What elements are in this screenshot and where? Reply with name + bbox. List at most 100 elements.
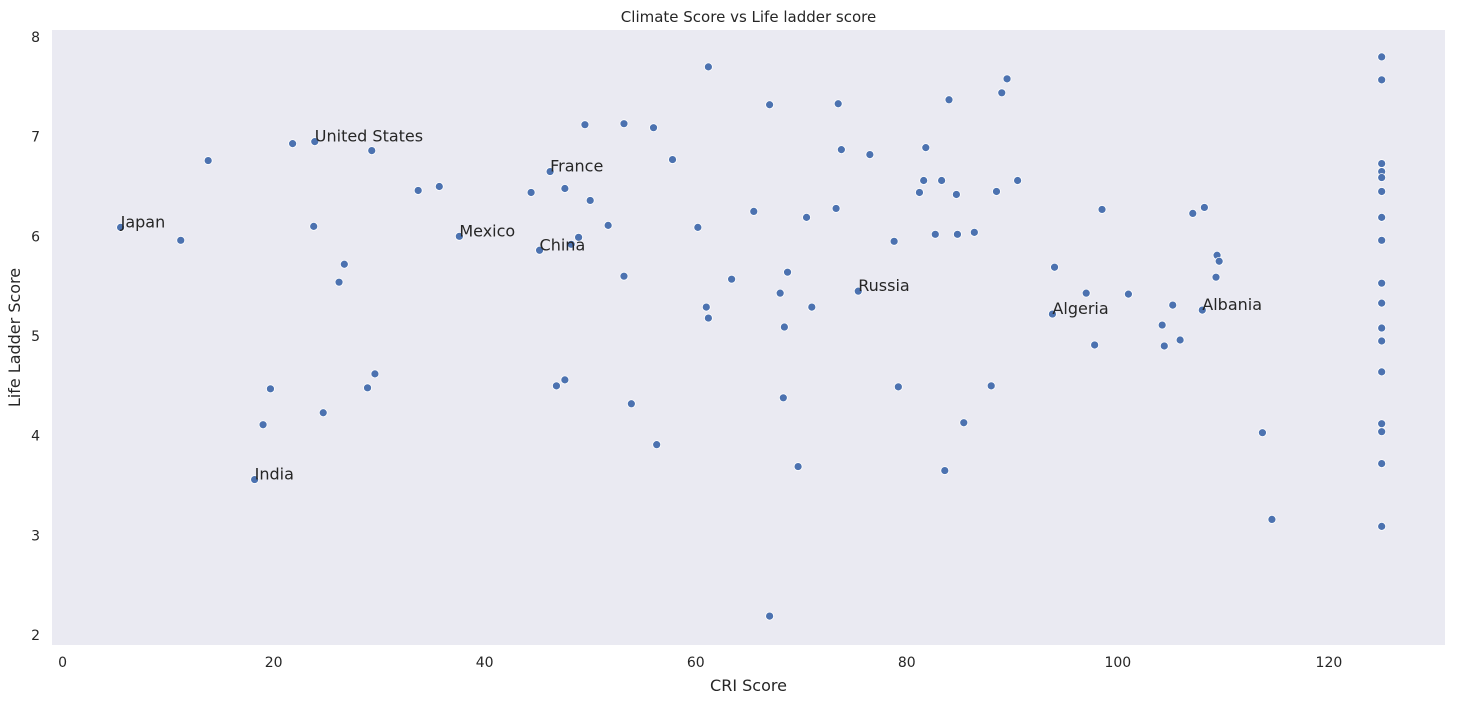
x-tick-label: 120 — [1316, 655, 1343, 671]
data-point — [915, 188, 924, 197]
annotation-label: France — [550, 157, 603, 176]
data-point — [585, 196, 595, 205]
data-point — [649, 123, 658, 133]
annotation-label: Russia — [858, 276, 909, 295]
data-point — [535, 245, 544, 255]
data-point — [1211, 272, 1221, 282]
data-point — [940, 466, 950, 475]
data-point — [703, 313, 713, 323]
data-point — [1377, 336, 1387, 346]
data-point — [1097, 205, 1107, 214]
data-point — [1377, 52, 1387, 62]
y-axis-label: Life Ladder Score — [5, 268, 24, 407]
data-point — [693, 222, 703, 232]
data-point — [619, 271, 629, 281]
x-tick-label: 80 — [898, 655, 916, 671]
y-tick-label: 8 — [31, 30, 40, 46]
x-axis-ticks: 0 20 40 60 80 100 120 — [58, 655, 1342, 671]
x-tick-label: 40 — [476, 655, 494, 671]
data-point — [309, 221, 319, 231]
x-tick-label: 60 — [687, 655, 705, 671]
annotation-label: India — [255, 465, 294, 484]
data-point — [701, 302, 711, 312]
data-point — [334, 277, 344, 287]
data-point — [116, 222, 125, 232]
data-point — [668, 155, 677, 164]
data-point — [944, 95, 954, 105]
annotation-label: United States — [315, 127, 423, 146]
plot-area — [52, 30, 1445, 645]
data-point — [1377, 521, 1387, 531]
data-point — [969, 227, 979, 237]
data-point — [619, 119, 629, 129]
data-point — [367, 146, 377, 156]
data-point — [203, 156, 213, 165]
data-point — [1267, 515, 1277, 524]
data-point — [652, 440, 662, 450]
data-point — [266, 384, 275, 394]
data-point — [802, 212, 811, 222]
data-point — [779, 322, 789, 332]
data-point — [865, 150, 875, 159]
annotation-label: China — [540, 235, 586, 254]
data-point — [1175, 335, 1185, 345]
data-point — [997, 88, 1007, 98]
data-point — [1048, 309, 1057, 319]
data-point — [560, 184, 570, 193]
data-point — [1002, 74, 1012, 84]
data-point — [339, 259, 349, 269]
y-tick-label: 6 — [31, 229, 40, 245]
data-point — [560, 375, 570, 385]
annotation-label: Japan — [120, 212, 166, 231]
data-point — [951, 190, 961, 199]
data-point — [574, 232, 583, 242]
data-point — [1377, 427, 1387, 437]
x-tick-label: 20 — [265, 655, 283, 671]
data-point — [1081, 288, 1091, 298]
data-point — [775, 288, 785, 298]
data-point — [413, 186, 423, 195]
data-point — [626, 399, 636, 409]
annotation-label: Albania — [1202, 295, 1262, 314]
data-point — [836, 145, 846, 155]
data-point — [580, 120, 590, 130]
data-point — [1157, 320, 1167, 330]
data-point — [953, 229, 962, 239]
y-tick-label: 5 — [31, 329, 40, 345]
data-point — [765, 100, 775, 110]
data-point — [526, 188, 536, 197]
data-point — [727, 274, 737, 284]
data-point — [959, 418, 969, 428]
annotation-label: Algeria — [1052, 299, 1108, 318]
data-points — [116, 52, 1387, 621]
data-point — [749, 207, 759, 216]
data-point — [1197, 305, 1207, 315]
data-point — [765, 611, 775, 621]
data-point — [552, 381, 561, 391]
data-point — [1377, 367, 1387, 377]
data-point — [1159, 341, 1169, 351]
data-point — [250, 475, 260, 484]
data-point — [318, 408, 328, 418]
data-point — [1013, 176, 1023, 185]
data-point — [1377, 173, 1387, 182]
data-point — [1377, 235, 1387, 245]
data-point — [986, 381, 996, 391]
y-tick-label: 4 — [31, 429, 40, 445]
x-tick-label: 100 — [1104, 655, 1131, 671]
data-point — [1258, 428, 1267, 438]
y-tick-label: 3 — [31, 528, 40, 544]
data-point — [1377, 298, 1387, 308]
data-point — [1377, 75, 1387, 85]
x-tick-label: 0 — [58, 655, 67, 671]
data-point — [833, 99, 843, 109]
data-point — [545, 167, 555, 176]
data-point — [603, 220, 613, 230]
data-point — [930, 229, 940, 239]
data-point — [1377, 159, 1387, 168]
country-annotations: Japan United States France Mexico China Russi… — [120, 127, 1262, 484]
data-point — [1090, 340, 1100, 350]
data-point — [853, 286, 863, 296]
data-point — [1377, 278, 1387, 288]
